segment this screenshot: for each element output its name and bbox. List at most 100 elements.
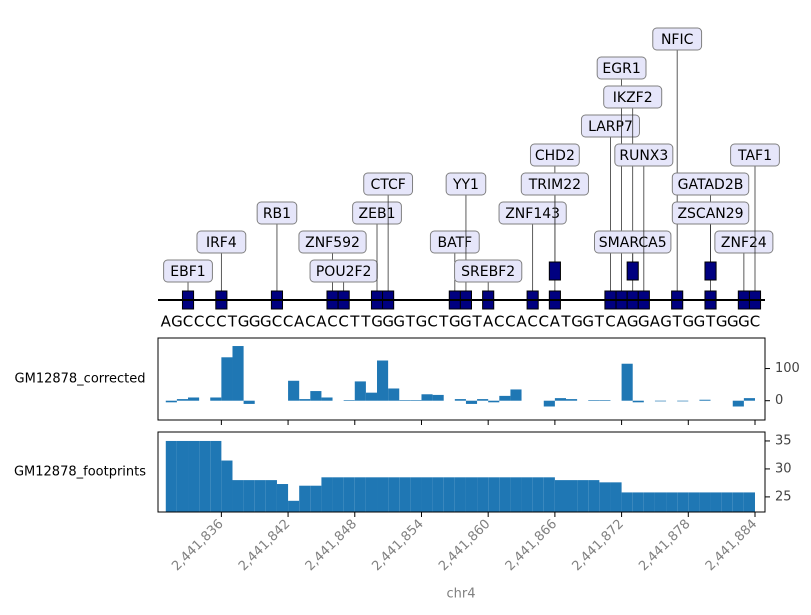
bar [566, 480, 578, 512]
bar [343, 400, 355, 401]
bar [199, 440, 211, 512]
x-tick-label: 2,441,866 [503, 517, 560, 574]
bar [421, 477, 433, 512]
bar [465, 400, 478, 404]
bar [410, 400, 422, 401]
bar [365, 392, 378, 401]
motif-label-box [445, 172, 487, 196]
bar [632, 400, 644, 403]
bar [165, 440, 177, 512]
sequence-letter: C [194, 313, 204, 331]
bar [299, 485, 311, 512]
bar [499, 395, 511, 401]
bar [621, 492, 633, 512]
bar [732, 400, 744, 407]
motif-label-box [520, 172, 589, 196]
motif-label-box [603, 85, 663, 109]
sequence-letter: C [605, 313, 615, 331]
x-tick-label: 2,441,872 [569, 517, 626, 574]
bar [388, 477, 400, 512]
sequence-letter: C [216, 313, 226, 331]
motif-label: IKZF2 [613, 90, 653, 106]
sequence-letter: T [560, 313, 571, 331]
sequence-letter: G [716, 313, 728, 331]
bar [710, 492, 722, 512]
sequence-letter: C [427, 313, 437, 331]
bar [477, 477, 489, 512]
bar [399, 400, 411, 401]
motif-label-box [363, 172, 414, 196]
motif-label: GATAD2B [678, 177, 744, 193]
motif-label-box [594, 230, 672, 254]
bar [532, 477, 544, 512]
sequence-letter: G [416, 313, 428, 331]
bar [210, 397, 222, 401]
motif-label-box [529, 143, 580, 167]
bar [654, 492, 667, 512]
motif-label-box [498, 201, 567, 225]
motif-label: EBF1 [170, 264, 205, 280]
motif-label-box [580, 114, 640, 138]
x-tick-label: 2,441,860 [436, 517, 493, 574]
bar [610, 482, 622, 512]
y-tick-label: 35 [775, 433, 792, 448]
bar [377, 477, 389, 512]
bar [599, 400, 611, 401]
sequence-letter: C [494, 313, 504, 331]
bar [410, 477, 422, 512]
motif-label-box [614, 143, 674, 167]
bar [188, 440, 200, 512]
bar [288, 500, 300, 512]
sequence-letter: C [539, 313, 549, 331]
motif-label-box [256, 201, 298, 225]
bar [232, 480, 244, 512]
bar [510, 389, 522, 401]
sequence-letter: G [682, 313, 694, 331]
motif-label-box [196, 230, 247, 254]
bar [265, 480, 277, 512]
bar [488, 400, 500, 403]
bar [721, 492, 733, 512]
sequence-letter: G [460, 313, 472, 331]
sequence-letter: A [294, 313, 305, 331]
y-tick-label: 0 [775, 393, 783, 408]
motif-label: ZNF592 [305, 235, 360, 251]
sequence-letter: T [227, 313, 238, 331]
motif-label-box [429, 230, 480, 254]
sequence-letter: C [527, 313, 537, 331]
bar [677, 492, 689, 512]
sequence-letter: G [738, 313, 750, 331]
bar [643, 492, 655, 512]
motif-label: LARP7 [588, 119, 633, 135]
bar [588, 480, 600, 512]
motif-label-box [714, 230, 774, 254]
sequence-letter: C [283, 313, 293, 331]
motif-box [704, 261, 717, 281]
bar [310, 391, 322, 401]
sequence-letter: G [449, 313, 461, 331]
motif-label: CTCF [370, 177, 405, 193]
x-tick-label: 2,441,878 [636, 517, 693, 574]
bar [443, 477, 455, 512]
sequence-letter: G [694, 313, 706, 331]
motif-label: ZNF24 [721, 235, 767, 251]
sequence-letter: G [393, 313, 405, 331]
y-tick-label: 100 [775, 361, 800, 376]
bar [488, 477, 500, 512]
bar [299, 399, 311, 401]
bar [188, 397, 200, 401]
bar [321, 477, 333, 512]
motif-label: SMARCA5 [599, 235, 667, 251]
bar [743, 492, 755, 512]
motif-label-box [652, 27, 703, 51]
bar [599, 482, 611, 512]
sequence-letter: T [672, 313, 683, 331]
motif-label: ZEB1 [359, 206, 396, 222]
bar [521, 477, 533, 512]
motif-label: POU2F2 [316, 264, 372, 280]
sequence-letter: C [183, 313, 193, 331]
track-label: GM12878_corrected [15, 372, 146, 387]
sequence-letter: G [727, 313, 739, 331]
x-tick-label: 2,441,884 [703, 517, 760, 574]
